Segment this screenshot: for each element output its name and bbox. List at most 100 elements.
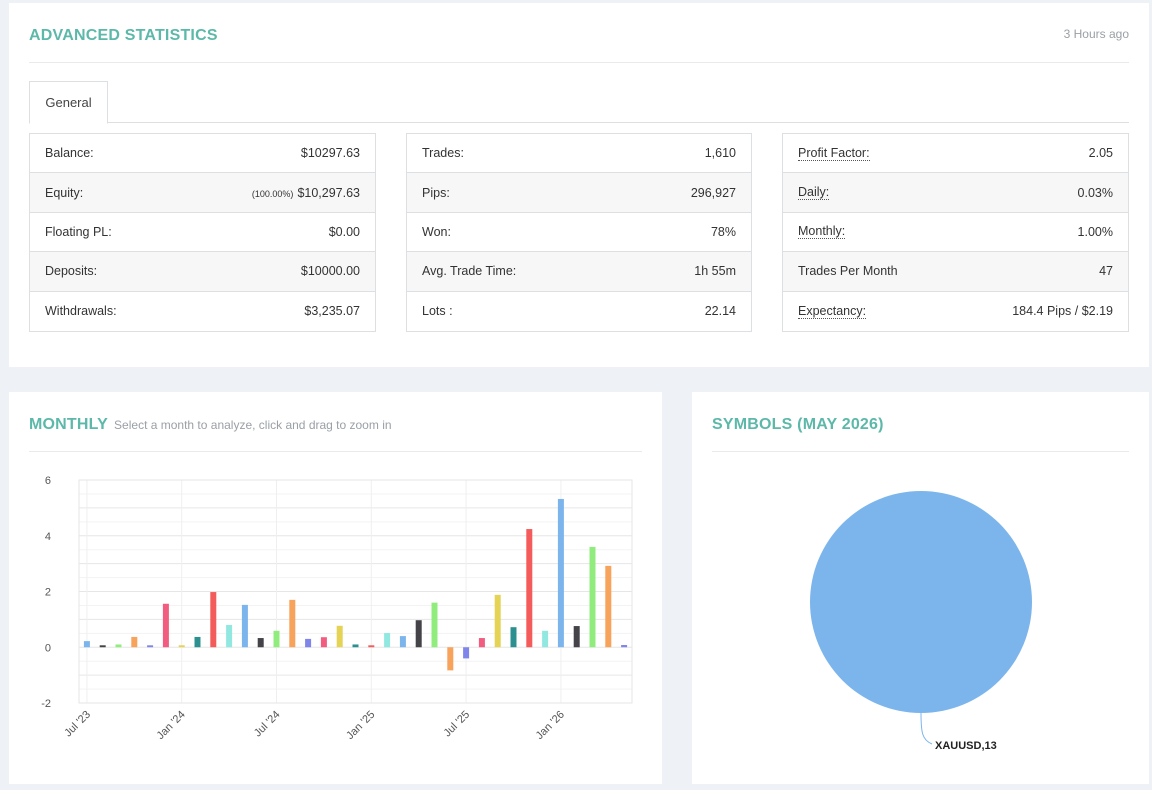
stat-value: $0.00: [329, 225, 360, 239]
stat-value: 78%: [711, 225, 736, 239]
stat-row: Withdrawals: $3,235.07: [30, 292, 375, 331]
bar[interactable]: [194, 636, 201, 648]
bar[interactable]: [336, 625, 343, 648]
stat-label: Floating PL:: [45, 224, 112, 239]
bar[interactable]: [447, 647, 454, 671]
stat-value-text: 296,927: [690, 185, 736, 200]
symbols-panel: SYMBOLS (MAY 2026) XAUUSD,13: [692, 392, 1149, 784]
stat-row: Expectancy: 184.4 Pips / $2.19: [783, 292, 1128, 331]
stat-value-text: 22.14: [704, 304, 736, 319]
bar[interactable]: [289, 599, 296, 648]
monthly-title: MONTHLY Select a month to analyze, click …: [29, 416, 392, 434]
stat-value: 1h 55m: [694, 264, 736, 278]
bar[interactable]: [115, 644, 122, 648]
stat-label: Equity:: [45, 185, 84, 200]
bar[interactable]: [573, 626, 580, 648]
stat-row: Deposits: $10000.00: [30, 252, 375, 292]
stat-value: 0.03%: [1078, 186, 1113, 200]
x-tick-label: Jul '24: [252, 709, 283, 740]
symbols-pie-chart[interactable]: XAUUSD,13: [692, 392, 1149, 784]
bar[interactable]: [384, 633, 391, 648]
stat-value-percent: (100.00%): [251, 188, 294, 199]
bar[interactable]: [415, 620, 422, 648]
stat-label[interactable]: Monthly:: [798, 224, 846, 240]
stat-value-text: 2.05: [1088, 146, 1113, 161]
pie-slice[interactable]: [810, 491, 1032, 713]
bar[interactable]: [431, 602, 438, 648]
x-tick-label: Jul '23: [62, 709, 93, 740]
stat-label[interactable]: Daily:: [798, 185, 830, 201]
stats-table-performance: Profit Factor: 2.05 Daily: 0.03% Monthly: 1.0…: [782, 133, 1129, 332]
bar[interactable]: [162, 603, 169, 648]
bar[interactable]: [526, 529, 533, 648]
bar[interactable]: [463, 647, 470, 659]
stat-row: Monthly: 1.00%: [783, 213, 1128, 253]
x-tick-label: Jan '25: [344, 709, 377, 742]
bar[interactable]: [241, 604, 248, 648]
stat-label: Deposits:: [45, 264, 98, 279]
stat-value: $10297.63: [301, 146, 360, 160]
bar[interactable]: [352, 644, 359, 648]
bar[interactable]: [589, 546, 596, 648]
stat-value: (100.00%) $10,297.63: [252, 186, 360, 200]
stat-label[interactable]: Profit Factor:: [798, 145, 870, 161]
bar[interactable]: [542, 630, 549, 648]
bar[interactable]: [305, 638, 312, 648]
bar[interactable]: [83, 641, 90, 648]
bar[interactable]: [510, 627, 517, 648]
bar[interactable]: [131, 636, 138, 648]
y-tick-label: 0: [45, 642, 51, 654]
bar[interactable]: [273, 630, 280, 648]
monthly-bar-chart[interactable]: -2 0 2 4 6 Jul '23 Jan '24 Jul '24 Jan '25 Jul '2…: [9, 392, 662, 784]
y-tick-label: 4: [45, 531, 51, 543]
stat-value: 22.14: [705, 304, 736, 318]
bar[interactable]: [178, 645, 185, 648]
divider: [29, 451, 642, 452]
stat-value-text: $10000.00: [300, 264, 360, 279]
stat-label: Won:: [422, 224, 451, 239]
stat-value: $3,235.07: [304, 304, 360, 318]
stat-value-text: 1.00%: [1077, 224, 1113, 239]
stat-label: Trades:: [422, 146, 464, 161]
stat-value-text: $10,297.63: [297, 185, 360, 200]
symbols-title: SYMBOLS (MAY 2026): [712, 416, 884, 433]
stat-value: 1,610: [705, 146, 736, 160]
bar[interactable]: [368, 645, 375, 648]
stat-value: $10000.00: [301, 264, 360, 278]
x-tick-label: Jan '26: [534, 709, 567, 742]
stat-label: Balance:: [45, 146, 94, 161]
bar[interactable]: [147, 645, 154, 648]
bar[interactable]: [399, 636, 406, 648]
bar[interactable]: [210, 592, 217, 648]
stats-table-account: Balance: $10297.63 Equity: (100.00%) $10,297…: [29, 133, 376, 332]
stat-value-text: 0.03%: [1077, 185, 1113, 200]
divider: [29, 62, 1129, 63]
bar[interactable]: [99, 645, 106, 648]
monthly-panel: MONTHLY Select a month to analyze, click …: [9, 392, 662, 784]
stat-row: Avg. Trade Time: 1h 55m: [407, 252, 751, 292]
bar[interactable]: [478, 638, 485, 648]
bar[interactable]: [320, 637, 327, 648]
y-tick-label: 6: [45, 475, 51, 487]
monthly-subtitle: Select a month to analyze, click and dra…: [114, 418, 392, 432]
bar[interactable]: [494, 594, 501, 648]
bar[interactable]: [557, 498, 564, 648]
stat-value: 1.00%: [1078, 225, 1113, 239]
pie-label-connector: [920, 712, 933, 745]
stat-label: Avg. Trade Time:: [422, 264, 517, 279]
stat-value: 47: [1099, 264, 1113, 278]
stat-value-text: 1,610: [704, 146, 736, 161]
stat-row: Pips: 296,927: [407, 173, 751, 213]
y-tick-label: -2: [41, 698, 51, 710]
bar[interactable]: [226, 624, 233, 648]
stat-row: Daily: 0.03%: [783, 173, 1128, 213]
stat-label: Trades Per Month: [798, 264, 898, 279]
stat-label[interactable]: Expectancy:: [798, 303, 867, 319]
bar[interactable]: [605, 565, 612, 648]
tab-general[interactable]: General: [29, 81, 108, 124]
bar[interactable]: [257, 638, 264, 648]
stat-row: Profit Factor: 2.05: [783, 134, 1128, 174]
bar[interactable]: [621, 645, 628, 648]
stat-label: Lots :: [422, 304, 453, 319]
stat-value-text: 78%: [710, 224, 736, 239]
